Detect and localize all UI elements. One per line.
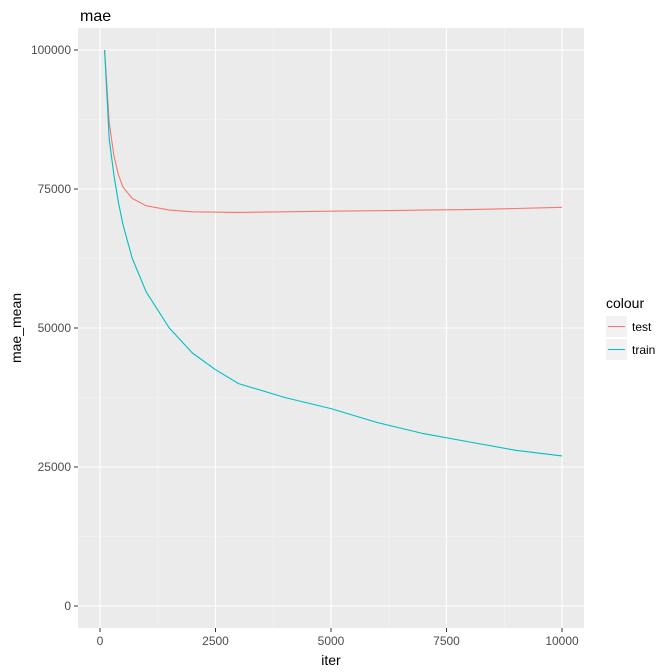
x-axis: 0 2500 5000 7500 10000 [97,628,579,648]
y-tick-label: 75000 [38,182,72,196]
y-tick-label: 50000 [38,321,72,335]
x-tick-label: 0 [97,634,104,648]
x-tick-label: 7500 [433,634,460,648]
chart-title: mae [80,8,111,25]
legend-items: test train [606,316,655,360]
plot-panel [78,28,584,628]
legend-label-test: test [632,320,652,334]
series-lines [104,49,563,457]
gridlines [78,28,584,628]
x-tick-label: 5000 [318,634,345,648]
legend: colour test train [606,295,655,360]
y-axis-title: mae_mean [8,293,24,363]
y-tick-label: 25000 [38,460,72,474]
x-axis-title: iter [321,652,341,668]
x-tick-label: 2500 [202,634,229,648]
series-line-train [104,49,563,457]
x-tick-label: 10000 [545,634,579,648]
legend-title: colour [606,295,644,311]
legend-label-train: train [632,343,655,357]
y-tick-label: 0 [64,599,71,613]
y-tick-label: 100000 [31,43,71,57]
y-axis: 0 25000 50000 75000 100000 [31,43,78,613]
